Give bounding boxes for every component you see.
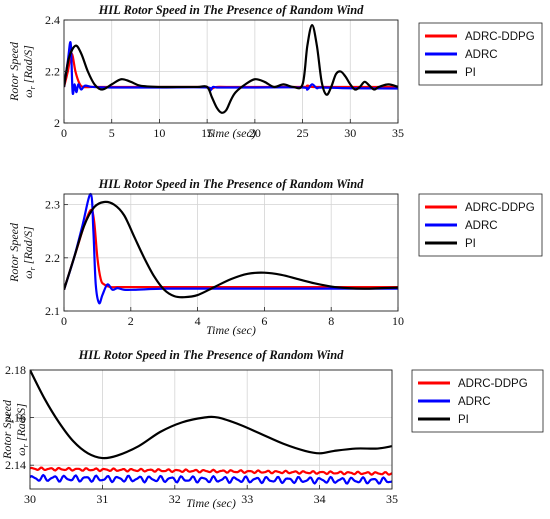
legend: ADRC-DDPG ADRC PI — [418, 193, 543, 257]
x-tick-label: 0 — [61, 126, 67, 140]
y-tick-label: 2.4 — [45, 13, 60, 27]
series-line-pi — [30, 369, 392, 460]
x-tick-label: 20 — [249, 126, 261, 140]
x-axis-label: Time (sec) — [206, 126, 256, 140]
y-tick-label: 2 — [54, 116, 60, 130]
x-tick-label: 34 — [314, 492, 326, 506]
x-axis-label: Time (sec) — [206, 323, 256, 337]
y-tick-label: 2.14 — [5, 458, 26, 472]
x-tick-label: 30 — [24, 492, 36, 506]
x-tick-label: 2 — [128, 314, 134, 328]
x-tick-label: 30 — [344, 126, 356, 140]
x-axis-label: Time (sec) — [186, 496, 236, 510]
legend-label: PI — [465, 238, 476, 250]
series-group — [30, 369, 392, 485]
axes-box — [63, 193, 399, 312]
legend-label: ADRC-DDPG — [465, 31, 535, 43]
legend-label: ADRC — [465, 220, 498, 232]
x-tick-label: 5 — [109, 126, 115, 140]
y-tick-label: 2.16 — [5, 411, 26, 425]
legend-label: ADRC-DDPG — [458, 378, 528, 390]
chart-title: HIL Rotor Speed in The Presence of Rando… — [98, 3, 365, 17]
y-tick-label: 2.2 — [45, 251, 60, 265]
series-line-pi — [64, 200, 398, 299]
y-tick-label: 2.2 — [45, 65, 60, 79]
x-tick-label: 8 — [328, 314, 334, 328]
x-tick-label: 35 — [386, 492, 398, 506]
legend: ADRC-DDPG ADRC PI — [418, 22, 543, 86]
chart-1: HIL Rotor Speed in The Presence of Rando… — [7, 3, 543, 140]
legend-label: ADRC-DDPG — [465, 202, 535, 214]
x-tick-label: 25 — [297, 126, 309, 140]
chart-2: HIL Rotor Speed in The Presence of Rando… — [7, 177, 543, 337]
x-tick-label: 10 — [153, 126, 165, 140]
y-axis-label: Rotor Speedωr [Rad/S] — [7, 41, 37, 102]
chart-3: HIL Rotor Speed in The Presence of Rando… — [0, 348, 544, 510]
plot-area — [64, 194, 398, 311]
x-tick-label: 6 — [261, 314, 267, 328]
x-tick-label: 15 — [201, 126, 213, 140]
series-line-adrc-ddpg — [30, 466, 392, 476]
chart-title: HIL Rotor Speed in The Presence of Rando… — [98, 177, 365, 191]
x-tick-label: 32 — [169, 492, 181, 506]
legend-label: PI — [465, 67, 476, 79]
chart-title: HIL Rotor Speed in The Presence of Rando… — [78, 348, 345, 362]
x-tick-label: 10 — [392, 314, 404, 328]
y-tick-label: 2.3 — [45, 198, 60, 212]
y-tick-label: 2.18 — [5, 363, 26, 377]
series-line-pi — [64, 24, 398, 114]
axes-box — [29, 369, 393, 490]
x-tick-label: 31 — [96, 492, 108, 506]
y-axis-label: Rotor Speedωr [Rad/S] — [0, 399, 30, 460]
y-tick-label: 2.1 — [45, 304, 60, 318]
series-line-adrc — [30, 473, 392, 485]
x-tick-label: 33 — [241, 492, 253, 506]
x-tick-label: 35 — [392, 126, 404, 140]
legend-label: ADRC — [465, 49, 498, 61]
x-tick-label: 4 — [195, 314, 201, 328]
x-tick-label: 0 — [61, 314, 67, 328]
series-group — [64, 24, 398, 114]
y-axis-label: Rotor Speedωr [Rad/S] — [7, 222, 37, 283]
legend: ADRC-DDPG ADRC PI — [411, 369, 544, 433]
legend-label: ADRC — [458, 396, 491, 408]
legend-label: PI — [458, 414, 469, 426]
